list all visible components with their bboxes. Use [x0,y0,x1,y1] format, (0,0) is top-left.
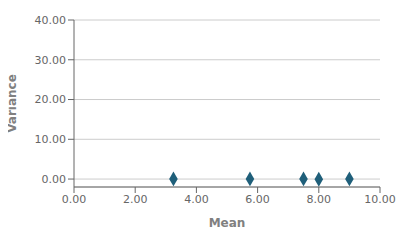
svg-text:4.00: 4.00 [184,193,209,206]
svg-text:10.00: 10.00 [364,193,396,206]
svg-text:40.00: 40.00 [35,14,67,27]
svg-text:2.00: 2.00 [123,193,148,206]
svg-text:0.00: 0.00 [42,173,67,186]
svg-text:10.00: 10.00 [35,133,67,146]
svg-text:30.00: 30.00 [35,54,67,67]
svg-text:Variance: Variance [8,74,19,133]
svg-text:6.00: 6.00 [245,193,270,206]
svg-text:Mean: Mean [209,216,246,230]
svg-text:0.00: 0.00 [62,193,87,206]
svg-text:20.00: 20.00 [35,93,67,106]
svg-text:8.00: 8.00 [307,193,332,206]
